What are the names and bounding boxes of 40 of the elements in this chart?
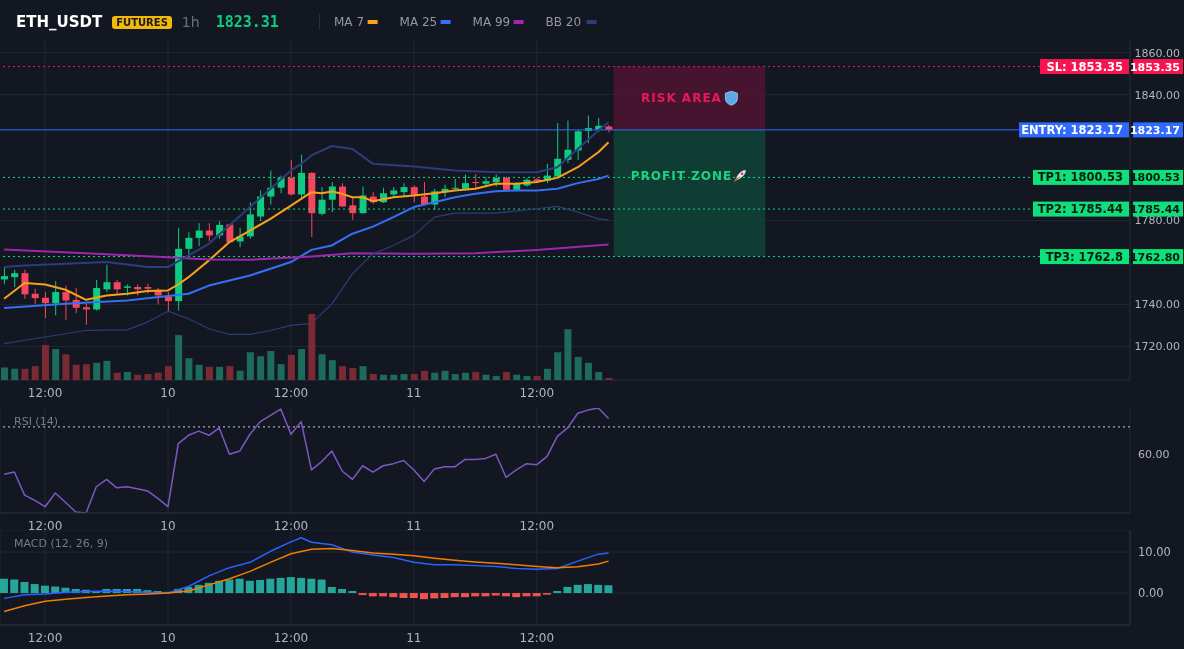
ref-line-label: TP3: 1762.8 xyxy=(1045,249,1123,264)
legend-label: MA 7 xyxy=(333,15,364,29)
x-tick-label: 10 xyxy=(160,630,176,645)
y-tick-label: 10.00 xyxy=(1138,545,1171,560)
x-tick-label: 10 xyxy=(160,518,176,533)
legend-label: MA 25 xyxy=(399,15,438,29)
y-tick-label: 0.00 xyxy=(1138,586,1164,601)
x-tick-label: 12:00 xyxy=(27,385,63,400)
text: 1h xyxy=(181,14,200,30)
legend-label: BB 20 xyxy=(545,15,582,29)
x-tick-label: 12:00 xyxy=(519,385,555,400)
x-tick-label: 12:00 xyxy=(519,518,555,533)
text: MACD (12, 26, 9) xyxy=(14,537,109,550)
x-tick-label: 10 xyxy=(160,385,176,400)
x-tick-label: 12:00 xyxy=(273,630,309,645)
ref-line-label: TP2: 1785.44 xyxy=(1037,202,1123,217)
y-tick-label: 1740.00 xyxy=(1134,298,1180,312)
text: FUTURES xyxy=(112,15,172,29)
band-label: PROFIT ZONE xyxy=(630,169,733,184)
y-tick-label: 1840.00 xyxy=(1134,88,1180,102)
ref-line-label: SL: 1853.35 xyxy=(1046,59,1123,74)
band-label: RISK AREA xyxy=(641,91,722,106)
x-tick-label: 11 xyxy=(406,518,422,533)
x-tick-label: 12:00 xyxy=(27,630,63,645)
ref-line-label: ENTRY: 1823.17 xyxy=(1021,122,1123,137)
y-tick-label: 1860.00 xyxy=(1134,46,1180,60)
chart-title: ETH_USDT xyxy=(16,13,103,31)
x-tick-label: 12:00 xyxy=(27,518,63,533)
text: 1823.31 xyxy=(215,13,279,31)
legend-label: MA 99 xyxy=(472,15,511,29)
ref-line-label: TP1: 1800.53 xyxy=(1037,170,1123,185)
x-tick-label: 12:00 xyxy=(519,630,555,645)
x-tick-label: 11 xyxy=(406,630,422,645)
x-tick-label: 12:00 xyxy=(273,518,309,533)
text: RSI (14) xyxy=(14,415,58,428)
x-tick-label: 12:00 xyxy=(273,385,309,400)
y-tick-label: 1720.00 xyxy=(1134,340,1180,354)
x-tick-label: 11 xyxy=(406,385,422,400)
text: 60.00 xyxy=(1138,448,1170,461)
y-tick-label: 1780.00 xyxy=(1134,214,1180,228)
